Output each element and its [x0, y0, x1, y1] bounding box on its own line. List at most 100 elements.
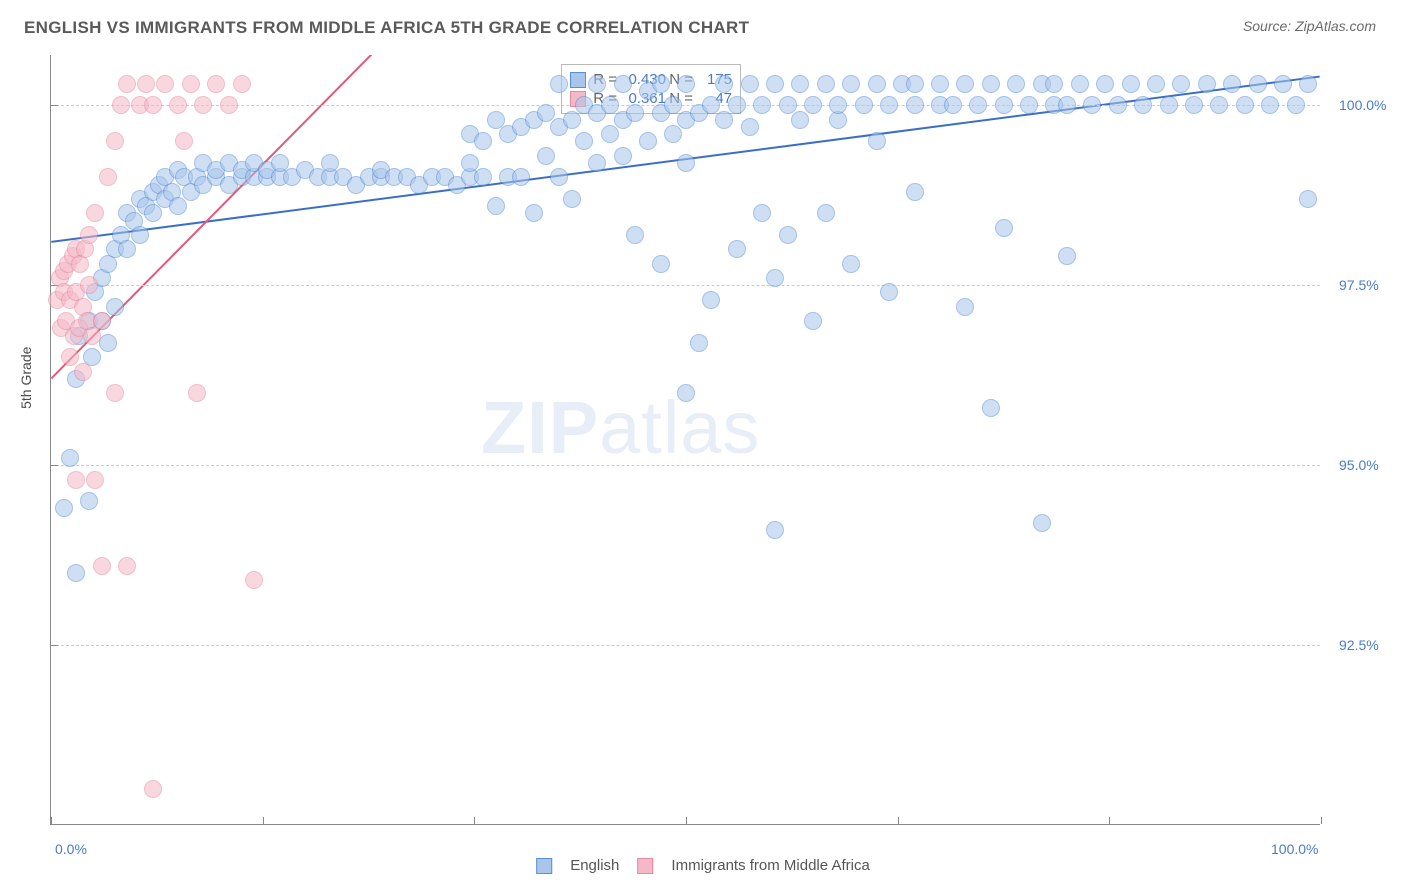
data-point [766, 75, 784, 93]
x-tick-label: 100.0% [1271, 841, 1318, 857]
data-point [1109, 96, 1127, 114]
data-point [931, 75, 949, 93]
data-point [93, 312, 111, 330]
x-tick-label: 0.0% [55, 841, 87, 857]
data-point [715, 75, 733, 93]
data-point [1249, 75, 1267, 93]
data-point [525, 204, 543, 222]
data-point [474, 168, 492, 186]
data-point [1210, 96, 1228, 114]
y-tick-label: 97.5% [1339, 277, 1379, 293]
data-point [1147, 75, 1165, 93]
data-point [601, 125, 619, 143]
data-point [550, 75, 568, 93]
y-axis-title: 5th Grade [18, 347, 34, 409]
data-point [131, 226, 149, 244]
data-point [1299, 190, 1317, 208]
data-point [169, 197, 187, 215]
data-point [944, 96, 962, 114]
data-point [80, 492, 98, 510]
data-point [906, 75, 924, 93]
data-point [487, 197, 505, 215]
data-point [868, 132, 886, 150]
data-point [1083, 96, 1101, 114]
y-tick-label: 100.0% [1339, 97, 1386, 113]
data-point [652, 75, 670, 93]
data-point [817, 204, 835, 222]
bottom-legend: EnglishImmigrants from Middle Africa [536, 857, 870, 874]
data-point [677, 75, 695, 93]
data-point [156, 75, 174, 93]
data-point [86, 204, 104, 222]
data-point [995, 96, 1013, 114]
data-point [652, 255, 670, 273]
data-point [817, 75, 835, 93]
data-point [614, 147, 632, 165]
watermark: ZIPatlas [481, 385, 760, 470]
data-point [804, 312, 822, 330]
data-point [1236, 96, 1254, 114]
data-point [537, 147, 555, 165]
data-point [982, 399, 1000, 417]
data-point [1198, 75, 1216, 93]
data-point [995, 219, 1013, 237]
data-point [829, 96, 847, 114]
data-point [118, 75, 136, 93]
data-point [112, 96, 130, 114]
data-point [106, 384, 124, 402]
data-point [563, 111, 581, 129]
data-point [880, 96, 898, 114]
data-point [169, 96, 187, 114]
data-point [969, 96, 987, 114]
data-point [728, 240, 746, 258]
data-point [1274, 75, 1292, 93]
data-point [1058, 96, 1076, 114]
data-point [842, 75, 860, 93]
data-point [1096, 75, 1114, 93]
data-point [1287, 96, 1305, 114]
data-point [779, 226, 797, 244]
data-point [550, 168, 568, 186]
data-point [86, 471, 104, 489]
data-point [80, 226, 98, 244]
data-point [1160, 96, 1178, 114]
data-point [118, 240, 136, 258]
data-point [842, 255, 860, 273]
data-point [118, 557, 136, 575]
data-point [741, 75, 759, 93]
data-point [1033, 514, 1051, 532]
data-point [1134, 96, 1152, 114]
data-point [512, 168, 530, 186]
data-point [982, 75, 1000, 93]
data-point [1223, 75, 1241, 93]
data-point [474, 132, 492, 150]
data-point [715, 111, 733, 129]
data-point [80, 276, 98, 294]
data-point [233, 75, 251, 93]
data-point [144, 780, 162, 798]
data-point [1299, 75, 1317, 93]
series-swatch [570, 72, 586, 88]
data-point [194, 96, 212, 114]
data-point [690, 334, 708, 352]
data-point [766, 521, 784, 539]
data-point [753, 96, 771, 114]
legend-label: English [570, 857, 619, 874]
data-point [791, 111, 809, 129]
y-tick-label: 95.0% [1339, 457, 1379, 473]
data-point [1071, 75, 1089, 93]
data-point [664, 125, 682, 143]
data-point [144, 96, 162, 114]
data-point [791, 75, 809, 93]
data-point [1261, 96, 1279, 114]
gridline-h [51, 105, 1320, 106]
gridline-h [51, 645, 1320, 646]
data-point [575, 132, 593, 150]
data-point [1020, 96, 1038, 114]
data-point [906, 183, 924, 201]
data-point [626, 226, 644, 244]
y-tick-label: 92.5% [1339, 637, 1379, 653]
data-point [67, 564, 85, 582]
data-point [677, 154, 695, 172]
data-point [626, 104, 644, 122]
